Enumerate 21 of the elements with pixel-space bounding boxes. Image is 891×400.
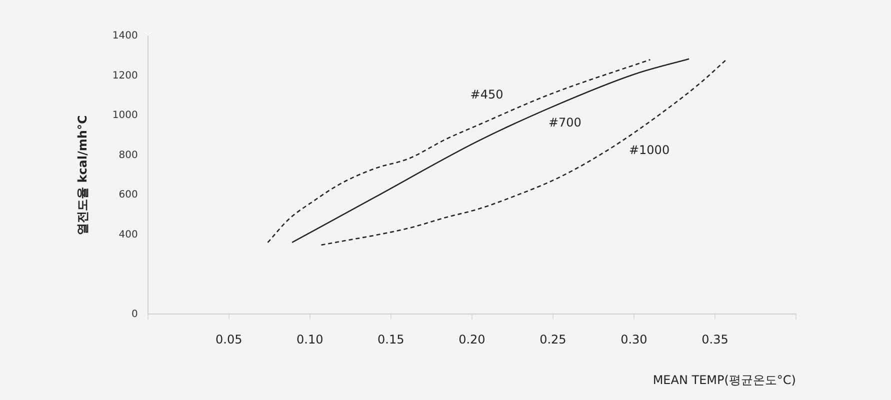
x-tick-label: 0.15 — [378, 332, 404, 347]
x-tick-label: 0.20 — [458, 332, 486, 347]
x-axis-title: MEAN TEMP(평균온도°C) — [652, 372, 796, 387]
x-tick-label: 0.05 — [216, 332, 242, 347]
y-tick-label: 800 — [118, 150, 138, 161]
x-tick-label: 0.35 — [702, 332, 728, 347]
y-tick-label: 600 — [118, 190, 138, 201]
y-tick-label: 1200 — [112, 70, 138, 82]
y-tick-label: 0 — [131, 308, 138, 320]
line-series — [320, 58, 727, 246]
y-tick-label: 1400 — [112, 30, 138, 42]
x-tick-label: 0.10 — [296, 332, 324, 347]
y-axis-title: 열전도율 kcal/mh°C — [75, 115, 90, 235]
series-label: #1000 — [628, 143, 670, 157]
y-tick-label: 400 — [118, 229, 138, 240]
y-tick-label: 1000 — [112, 110, 138, 122]
x-tick-label: 0.30 — [620, 332, 648, 347]
line-series — [291, 58, 690, 244]
series-label: #450 — [470, 88, 504, 102]
x-tick-label: 0.25 — [540, 332, 566, 347]
series-label: #700 — [548, 116, 582, 130]
